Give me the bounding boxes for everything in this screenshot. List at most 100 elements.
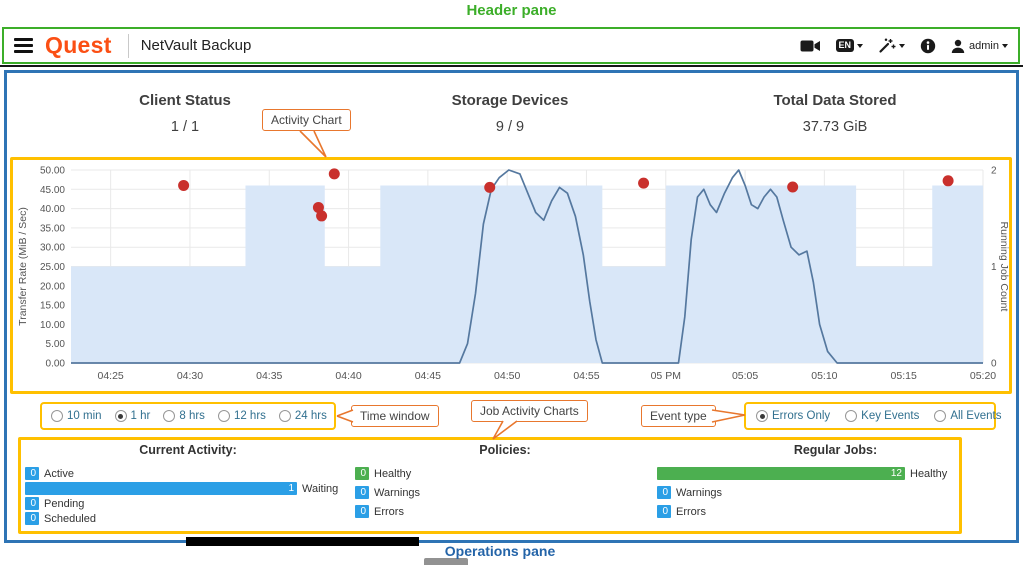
column-rows: 0 Active 1 Waiting 0 Pending 0 Scheduled (25, 467, 351, 525)
error-event-dot[interactable] (316, 210, 328, 222)
status-count: 0 (30, 513, 36, 524)
stat-value: 1 / 1 (170, 119, 200, 135)
error-event-dot[interactable] (942, 175, 954, 187)
time-window-radio-8-hrs[interactable]: 8 hrs (163, 410, 205, 422)
event-type-radio-errors-only[interactable]: Errors Only (756, 410, 830, 422)
status-row-pending: 0 Pending (25, 497, 351, 510)
event-type-radio-group: Errors Only Key Events All Events (744, 402, 1001, 430)
annotation-job-activity-callout: Job Activity Charts (471, 400, 588, 422)
radio-label: 12 hrs (233, 410, 266, 422)
stat-total-data-stored: Total Data Stored 37.73 GiB (725, 92, 945, 135)
status-label: Errors (676, 505, 706, 518)
y-left-tick-label: 40.00 (40, 204, 65, 215)
time-window-radio-1-hr[interactable]: 1 hr (114, 410, 151, 422)
time-window-radio-12-hrs[interactable]: 12 hrs (217, 410, 266, 422)
event-type-radio-all-events[interactable]: All Events (934, 410, 1001, 422)
time-window-radio-10-min[interactable]: 10 min (51, 410, 102, 422)
radio-label: All Events (950, 410, 1002, 422)
job-activity-charts-panel: Current Activity: 0 Active 1 Waiting 0 Pendin… (18, 437, 962, 534)
status-count: 0 (30, 468, 36, 479)
status-count: 0 (360, 468, 366, 479)
header-icons: EN admin (800, 38, 1008, 54)
status-label: Waiting (302, 482, 339, 495)
y-right-tick-label: 0 (991, 359, 997, 370)
radio-label: Key Events (861, 410, 920, 422)
bottom-black-strip (186, 537, 419, 546)
status-row-warnings: 0 Warnings (657, 486, 959, 499)
app-title: NetVault Backup (140, 37, 252, 54)
bottom-stub (424, 558, 468, 565)
info-icon[interactable] (920, 38, 936, 54)
menu-hamburger-icon[interactable] (14, 38, 33, 53)
y-left-tick-label: 5.00 (46, 339, 66, 350)
stat-title: Total Data Stored (773, 92, 897, 109)
x-tick-label: 05:10 (811, 370, 837, 382)
quest-logo[interactable]: Quest (45, 32, 112, 58)
event-type-radio-key-events[interactable]: Key Events (845, 410, 919, 422)
status-bar: 0 (657, 486, 671, 499)
annotation-activity-chart-callout: Activity Chart (262, 109, 351, 131)
status-bar: 0 (25, 512, 39, 525)
status-count: 0 (662, 487, 668, 498)
header-underline (0, 65, 1023, 67)
y-left-tick-label: 50.00 (40, 166, 65, 177)
error-event-dot[interactable] (328, 168, 340, 180)
y-left-tick-label: 45.00 (40, 185, 65, 196)
user-name: admin (969, 39, 999, 52)
x-tick-label: 04:40 (335, 370, 361, 382)
status-label: Errors (374, 505, 404, 518)
status-row-healthy: 12 Healthy (657, 467, 959, 480)
settings-wand-icon[interactable] (878, 38, 906, 54)
y-left-tick-label: 30.00 (40, 243, 65, 254)
stat-title: Client Status (139, 92, 231, 109)
status-bar: 0 (657, 505, 671, 518)
status-row-scheduled: 0 Scheduled (25, 512, 351, 525)
error-event-dot[interactable] (787, 181, 799, 193)
status-row-waiting: 1 Waiting (25, 482, 351, 495)
status-bar: 0 (355, 486, 369, 499)
time-window-radio-group: 10 min 1 hr 8 hrs 12 hrs 24 hrs (40, 402, 336, 430)
status-label: Healthy (374, 467, 412, 480)
radio-button-icon (163, 410, 176, 422)
annotation-operations-pane-label: Operations pane (444, 543, 556, 559)
status-count: 0 (360, 506, 366, 517)
y-left-axis-title: Transfer Rate (MiB / Sec) (17, 207, 29, 326)
status-count: 0 (662, 506, 668, 517)
status-label: Healthy (910, 467, 948, 480)
stat-client-status: Client Status 1 / 1 (75, 92, 295, 135)
x-tick-label: 04:30 (177, 370, 203, 382)
chevron-down-icon (1002, 43, 1008, 48)
annotation-header-pane-label: Header pane (466, 2, 557, 19)
status-row-healthy: 0 Healthy (355, 467, 655, 480)
radio-button-icon (934, 410, 947, 422)
error-event-dot[interactable] (312, 201, 324, 213)
x-tick-label: 05:05 (732, 370, 758, 382)
status-count: 0 (360, 487, 366, 498)
language-selector[interactable]: EN (835, 39, 864, 52)
transfer-rate-line (71, 169, 983, 364)
language-badge: EN (835, 39, 855, 52)
user-icon (951, 39, 965, 53)
error-event-dot[interactable] (638, 177, 650, 189)
column-rows: 0 Healthy 0 Warnings 0 Errors (355, 467, 655, 518)
y-left-tick-label: 20.00 (40, 281, 65, 292)
chevron-down-icon (857, 43, 864, 48)
stat-value: 37.73 GiB (802, 119, 868, 135)
video-camera-icon[interactable] (800, 39, 821, 53)
error-event-dot[interactable] (178, 179, 190, 191)
radio-button-icon (51, 410, 63, 422)
x-tick-label: 05 PM (651, 370, 681, 382)
error-event-dot[interactable] (484, 181, 496, 193)
user-menu[interactable]: admin (951, 39, 1008, 53)
y-right-tick-label: 1 (991, 262, 997, 273)
status-row-errors: 0 Errors (355, 505, 655, 518)
stat-title: Storage Devices (451, 92, 569, 109)
status-bar: 0 (25, 467, 39, 480)
time-window-radio-24-hrs[interactable]: 24 hrs (278, 410, 327, 422)
status-row-errors: 0 Errors (657, 505, 959, 518)
column-rows: 12 Healthy 0 Warnings 0 Errors (657, 467, 959, 518)
radio-label: 8 hrs (179, 410, 205, 422)
header-pane: Quest NetVault Backup EN admin (2, 27, 1020, 64)
radio-label: 1 hr (130, 410, 151, 422)
policies-column: Policies: 0 Healthy 0 Warnings 0 Errors (355, 443, 655, 524)
